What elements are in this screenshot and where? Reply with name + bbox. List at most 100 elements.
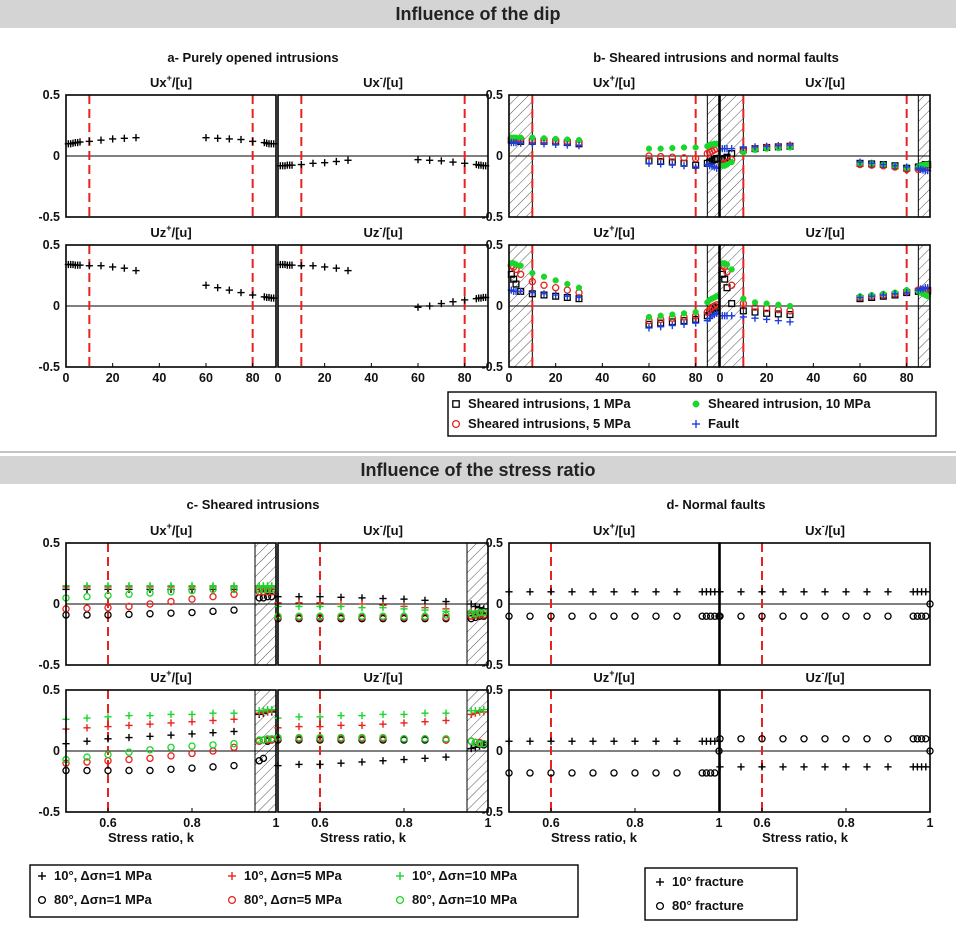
panel-title-sup: + — [610, 73, 615, 83]
data-series — [274, 593, 488, 613]
panel-title-sup: + — [167, 73, 172, 83]
legend-label: 10°, Δσn=5 MPa — [244, 868, 343, 883]
data-point — [702, 612, 711, 620]
panel-title-suffix: /[u] — [171, 670, 191, 685]
chart-group-title: a- Purely opened intrusions — [167, 50, 338, 65]
x-tick-label: 80 — [689, 371, 703, 385]
data-point — [723, 261, 731, 268]
data-point — [775, 301, 782, 308]
data-series — [716, 763, 930, 771]
data-series — [718, 142, 932, 174]
data-series — [505, 612, 723, 620]
legend-label: 10° fracture — [672, 874, 744, 889]
panel-title-sup: - — [379, 223, 382, 233]
data-point — [552, 277, 559, 284]
panel-title-suffix: /[u] — [171, 225, 191, 240]
panel-title: Uz+/[u] — [593, 668, 634, 685]
data-point — [421, 612, 429, 620]
data-point — [680, 310, 688, 317]
data-point — [167, 765, 175, 774]
data-point — [706, 612, 715, 620]
panel-title: Uz+/[u] — [593, 223, 634, 240]
data-point — [400, 612, 408, 620]
data-point — [669, 311, 676, 318]
panel-title-main: Uz — [363, 670, 379, 685]
data-point — [167, 743, 175, 752]
data-series — [274, 708, 488, 732]
data-series — [62, 588, 276, 613]
data-series — [716, 588, 930, 596]
data-series — [716, 735, 934, 755]
chart-group-d: d- Normal faultsUx+/[u]-0.500.5Ux-/[u]Uz… — [481, 497, 934, 845]
panel-title: Ux+/[u] — [593, 73, 635, 90]
data-point — [230, 585, 238, 594]
data-point — [922, 612, 930, 620]
data-point — [146, 766, 154, 775]
y-tick-label: 0 — [53, 597, 60, 611]
x-tick-label: 0 — [63, 371, 70, 385]
legend-item: Sheared intrusions, 1 MPa — [452, 396, 631, 411]
panel-title-suffix: /[u] — [825, 523, 845, 538]
panel-title: Uz-/[u] — [805, 223, 844, 240]
data-series — [62, 707, 276, 733]
data-point — [763, 300, 770, 307]
data-point — [758, 612, 766, 620]
data-point — [125, 602, 133, 611]
data-point — [227, 895, 237, 905]
legend-label: Sheared intrusions, 5 MPa — [468, 416, 631, 431]
x-tick-label: 0.6 — [542, 816, 559, 830]
data-point — [657, 145, 664, 152]
legend-item: 80°, Δσn=5 MPa — [227, 892, 343, 907]
legend-label: 80°, Δσn=1 MPa — [54, 892, 153, 907]
x-axis-label: Stress ratio, k — [762, 830, 849, 845]
data-point — [909, 735, 917, 743]
data-series — [716, 600, 934, 620]
legend-item: 10°, Δσn=10 MPa — [396, 868, 518, 883]
data-point — [146, 746, 154, 754]
data-point — [652, 612, 660, 620]
x-tick-label: 80 — [246, 371, 260, 385]
data-point — [564, 280, 571, 288]
legend-label: 10°, Δσn=1 MPa — [54, 868, 153, 883]
data-point — [631, 612, 639, 620]
plot-panel: Ux-/[u] — [276, 73, 490, 218]
panel-title-sup: + — [610, 521, 615, 531]
legend-item: 10°, Δσn=1 MPa — [38, 868, 153, 883]
x-tick-label: 80 — [458, 371, 472, 385]
data-point — [589, 612, 597, 620]
data-point — [146, 600, 154, 608]
data-point — [379, 612, 387, 620]
data-point — [442, 613, 450, 622]
data-point — [316, 612, 324, 620]
panel-title-main: Uz — [150, 225, 166, 240]
plot-frame — [277, 94, 489, 218]
panel-title-sup: - — [379, 668, 382, 678]
plot-panel: Ux+/[u] -0.5 0 0.5 — [481, 521, 723, 672]
data-point — [146, 589, 154, 597]
plot-panel: Uz+/[u] -0.5 0 0.5 0.6 0.8 1 Stress ratio, k — [38, 668, 279, 845]
data-series — [718, 284, 932, 326]
data-point — [263, 585, 272, 594]
data-point — [751, 299, 759, 306]
plot-frame — [719, 94, 931, 218]
panel-title: Ux-/[u] — [363, 73, 403, 90]
data-series — [62, 585, 276, 602]
x-tick-label: 20 — [318, 371, 332, 385]
data-point — [680, 144, 688, 151]
data-series — [64, 260, 278, 302]
x-tick-label: 40 — [595, 371, 609, 385]
y-tick-label: -0.5 — [481, 805, 503, 819]
x-axis-label: Stress ratio, k — [551, 830, 638, 845]
y-tick-label: 0 — [496, 597, 503, 611]
legend-item: 10° fracture — [656, 874, 744, 889]
data-point — [83, 758, 91, 766]
section-bar — [0, 456, 956, 484]
panel-title: Ux-/[u] — [363, 521, 403, 538]
data-point — [529, 134, 536, 141]
panel-title: Uz-/[u] — [363, 668, 402, 685]
data-point — [673, 769, 681, 777]
data-point — [230, 761, 238, 770]
x-axis-label: Stress ratio, k — [108, 830, 195, 845]
panel-title-main: Uz — [805, 225, 821, 240]
data-point — [125, 766, 133, 775]
